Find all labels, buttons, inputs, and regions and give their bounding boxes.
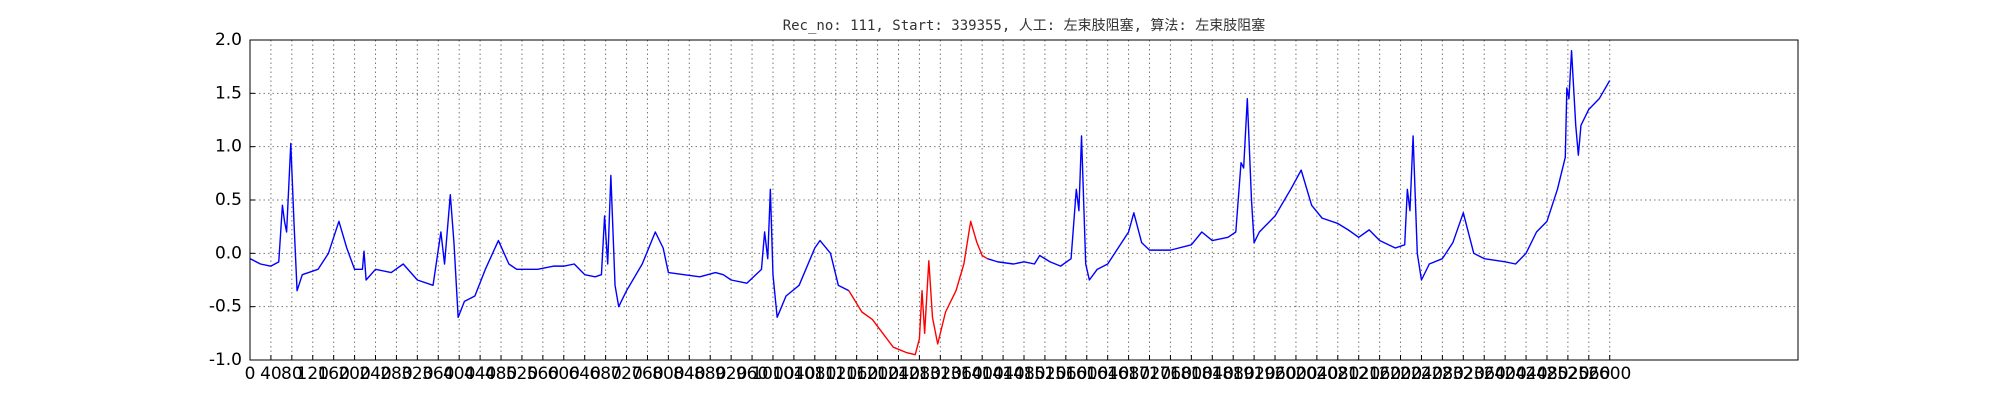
x-tick-label: 280 bbox=[380, 364, 412, 384]
x-tick-label: 2000 bbox=[1274, 364, 1317, 384]
x-tick-label: 520 bbox=[506, 364, 538, 384]
x-tick-label: 1280 bbox=[898, 364, 941, 384]
x-tick-label: 2320 bbox=[1442, 364, 1485, 384]
x-tick-label: 560 bbox=[527, 364, 559, 384]
x-tick-label: 200 bbox=[338, 364, 370, 384]
x-tick-label: 40 bbox=[260, 364, 282, 384]
x-tick-label: 1320 bbox=[919, 364, 962, 384]
x-tick-label: 120 bbox=[297, 364, 329, 384]
y-tick-label: -1.0 bbox=[209, 350, 242, 370]
x-tick-label: 2480 bbox=[1525, 364, 1568, 384]
x-tick-label: 1040 bbox=[772, 364, 815, 384]
x-tick-label: 1480 bbox=[1002, 364, 1045, 384]
plot-frame bbox=[249, 39, 1799, 361]
x-tick-label: 2560 bbox=[1567, 364, 1610, 384]
x-tick-label: 2240 bbox=[1400, 364, 1443, 384]
x-tick-label: 600 bbox=[548, 364, 580, 384]
x-tick-label: 1520 bbox=[1023, 364, 1066, 384]
x-tick-label: 2120 bbox=[1337, 364, 1380, 384]
x-tick-label: 1240 bbox=[877, 364, 920, 384]
x-tick-label: 2400 bbox=[1484, 364, 1527, 384]
x-tick-label: 2040 bbox=[1295, 364, 1338, 384]
x-tick-label: 840 bbox=[673, 364, 705, 384]
x-tick-label: 1160 bbox=[835, 364, 878, 384]
x-tick-label: 720 bbox=[610, 364, 642, 384]
x-tick-label: 1680 bbox=[1107, 364, 1150, 384]
x-tick-label: 2520 bbox=[1546, 364, 1589, 384]
x-tick-label: 1000 bbox=[751, 364, 794, 384]
x-tick-label: 2440 bbox=[1504, 364, 1547, 384]
x-tick-label: 1560 bbox=[1044, 364, 1087, 384]
x-tick-label: 2080 bbox=[1316, 364, 1359, 384]
x-tick-label: 1840 bbox=[1191, 364, 1234, 384]
x-tick-label: 240 bbox=[359, 364, 391, 384]
chart-title: Rec_no: 111, Start: 339355, 人工: 左束肢阻塞, 算… bbox=[783, 17, 1266, 34]
x-tick-label: 360 bbox=[422, 364, 454, 384]
x-tick-label: 1920 bbox=[1232, 364, 1275, 384]
x-tick-label: 1800 bbox=[1170, 364, 1213, 384]
y-tick-label: 1.0 bbox=[215, 137, 242, 157]
x-tick-label: 1440 bbox=[981, 364, 1024, 384]
x-tick-label: 1720 bbox=[1128, 364, 1171, 384]
x-tick-label: 960 bbox=[736, 364, 768, 384]
x-tick-label: 2280 bbox=[1421, 364, 1464, 384]
y-tick-label: -0.5 bbox=[209, 297, 242, 317]
x-tick-label: 760 bbox=[631, 364, 663, 384]
x-tick-label: 1120 bbox=[814, 364, 857, 384]
y-tick-label: 1.5 bbox=[215, 83, 242, 103]
x-tick-label: 680 bbox=[589, 364, 621, 384]
x-tick-label: 640 bbox=[568, 364, 600, 384]
x-tick-label: 800 bbox=[652, 364, 684, 384]
x-tick-label: 80 bbox=[281, 364, 303, 384]
x-tick-label: 920 bbox=[715, 364, 747, 384]
y-tick-label: 2.0 bbox=[215, 30, 242, 50]
y-tick-label: 0.5 bbox=[215, 190, 242, 210]
x-tick-label: 400 bbox=[443, 364, 475, 384]
x-tick-label: 1880 bbox=[1212, 364, 1255, 384]
x-tick-label: 440 bbox=[464, 364, 496, 384]
x-tick-label: 1960 bbox=[1253, 364, 1296, 384]
x-tick-label: 0 bbox=[245, 364, 256, 384]
ecg-line bbox=[848, 220, 988, 356]
x-tick-label: 1080 bbox=[793, 364, 836, 384]
x-tick-label: 2600 bbox=[1588, 364, 1631, 384]
x-tick-label: 1760 bbox=[1149, 364, 1192, 384]
x-tick-label: 1200 bbox=[856, 364, 899, 384]
x-tick-label: 480 bbox=[485, 364, 517, 384]
x-tick-label: 1360 bbox=[940, 364, 983, 384]
x-tick-label: 2160 bbox=[1358, 364, 1401, 384]
x-tick-label: 1600 bbox=[1065, 364, 1108, 384]
x-tick-label: 2200 bbox=[1379, 364, 1422, 384]
x-tick-label: 2360 bbox=[1463, 364, 1506, 384]
y-tick-label: 0.0 bbox=[215, 243, 242, 263]
x-tick-label: 1640 bbox=[1086, 364, 1129, 384]
x-tick-label: 160 bbox=[317, 364, 349, 384]
x-tick-label: 880 bbox=[694, 364, 726, 384]
ecg-line bbox=[249, 49, 1611, 319]
x-tick-label: 1400 bbox=[961, 364, 1004, 384]
x-tick-label: 320 bbox=[401, 364, 433, 384]
